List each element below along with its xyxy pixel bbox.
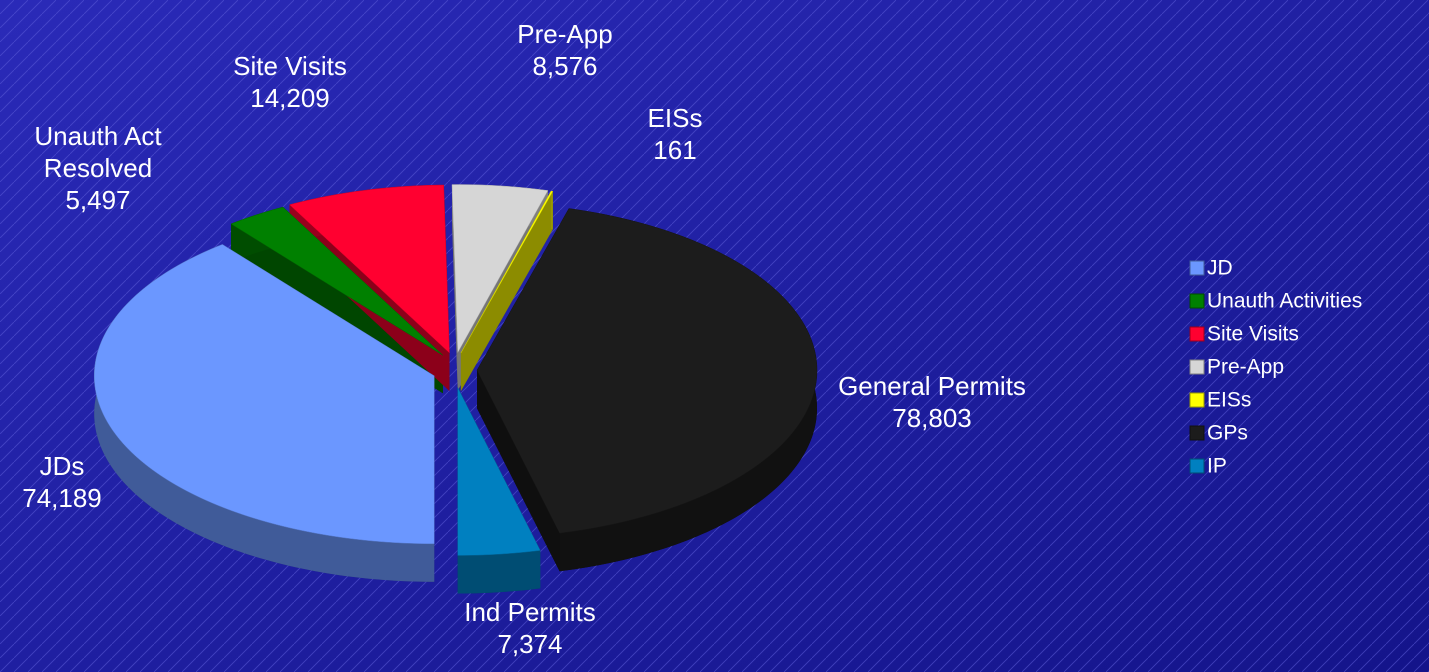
slice-value: 14,209 [250, 83, 330, 113]
slice-side [551, 191, 553, 230]
data-label: Pre-App 8,576 [465, 18, 665, 82]
legend-swatch [1189, 425, 1205, 441]
legend-label: JD [1207, 257, 1233, 280]
legend-swatch [1189, 392, 1205, 408]
slice-name: General Permits [838, 371, 1026, 401]
legend-label: Pre-App [1207, 356, 1284, 379]
slice-name: Site Visits [233, 51, 347, 81]
slice-name: Ind Permits [464, 597, 596, 627]
slice [476, 208, 818, 534]
data-label: Unauth Act Resolved 5,497 [18, 120, 178, 216]
legend-label: IP [1207, 455, 1227, 478]
slice-value: 5,497 [65, 185, 131, 215]
slice-side [94, 244, 435, 582]
slice [457, 387, 541, 556]
slice-value: 74,189 [22, 483, 102, 513]
slice-side [451, 184, 458, 391]
data-label: Site Visits 14,209 [190, 50, 390, 114]
legend-label: GPs [1207, 422, 1248, 445]
slice-value: 161 [653, 135, 697, 165]
slice [93, 244, 435, 545]
slice-name: EISs [647, 103, 703, 133]
data-label: Ind Permits 7,374 [430, 596, 630, 660]
legend-swatch [1189, 293, 1205, 309]
slice-side [460, 191, 553, 392]
legend-swatch [1189, 458, 1205, 474]
slice-value: 78,803 [892, 403, 972, 433]
slice-name: JDs [39, 451, 85, 481]
slice [289, 184, 450, 354]
slice-value: 8,576 [532, 51, 598, 81]
slice-side [476, 370, 560, 572]
data-label: EISs 161 [575, 102, 775, 166]
slice [230, 206, 444, 356]
slice [460, 190, 554, 354]
slice-name: Unauth Act Resolved [34, 121, 162, 183]
slice-side [457, 550, 541, 594]
legend-label: Site Visits [1207, 323, 1299, 346]
slice-value: 7,374 [497, 629, 563, 659]
legend-swatch [1189, 326, 1205, 342]
data-label: General Permits 78,803 [832, 370, 1032, 434]
legend-label: EISs [1207, 389, 1251, 412]
slice-name: Pre-App [517, 19, 613, 49]
data-label: JDs 74,189 [0, 450, 162, 514]
legend-swatch [1189, 359, 1205, 375]
legend-label: Unauth Activities [1207, 290, 1362, 313]
legend-swatch [1189, 260, 1205, 276]
slice [451, 184, 549, 354]
